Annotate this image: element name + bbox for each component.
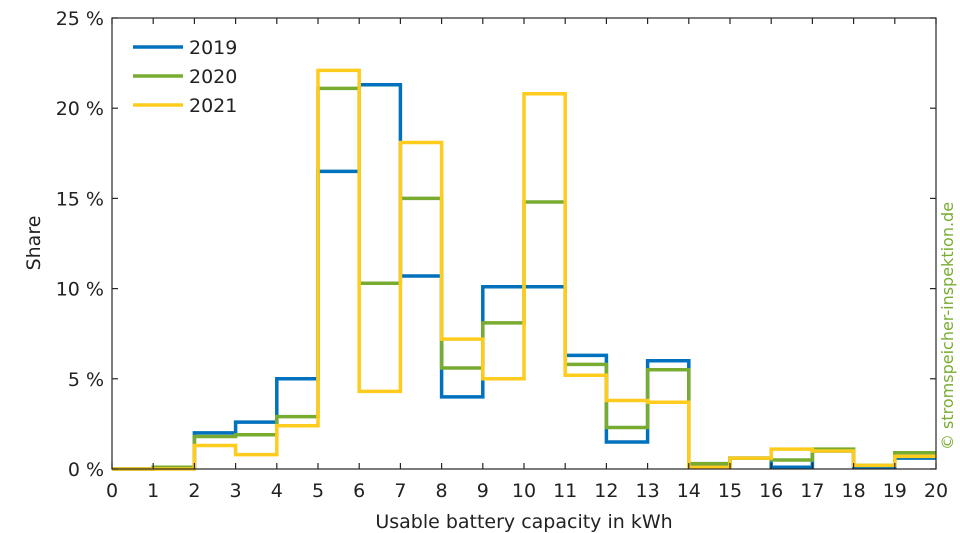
x-tick-label-16: 16 <box>759 480 783 502</box>
x-tick-label-0: 0 <box>106 480 118 502</box>
x-tick-label-2: 2 <box>188 480 200 502</box>
x-tick-label-19: 19 <box>883 480 907 502</box>
x-tick-label-20: 20 <box>924 480 948 502</box>
legend-label-2020: 2020 <box>189 66 237 88</box>
x-tick-label-11: 11 <box>553 480 577 502</box>
x-tick-label-15: 15 <box>718 480 742 502</box>
series-line-2021 <box>112 68 936 471</box>
x-tick-label-13: 13 <box>636 480 660 502</box>
x-tick-label-12: 12 <box>594 480 618 502</box>
ticks-layer: 0 1 2 3 4 5 6 7 8 9 10 11 12 13 14 15 16 17 18 19 200 %5 %10… <box>56 8 948 502</box>
x-tick-label-9: 9 <box>477 480 489 502</box>
y-tick-label-0: 0 % <box>68 459 104 481</box>
legend: 2019 2020 2021 <box>133 37 237 117</box>
legend-label-2021: 2021 <box>189 95 237 117</box>
copyright-watermark: © stromspeicher-inspektion.de <box>938 202 957 450</box>
x-tick-label-8: 8 <box>436 480 448 502</box>
y-tick-label-5: 5 % <box>68 369 104 391</box>
y-axis-label: Share <box>23 216 45 271</box>
y-tick-label-15: 15 % <box>56 188 104 210</box>
x-axis-label: Usable battery capacity in kWh <box>375 511 672 533</box>
x-tick-label-10: 10 <box>512 480 536 502</box>
x-tick-label-4: 4 <box>271 480 283 502</box>
y-tick-label-10: 10 % <box>56 279 104 301</box>
x-tick-label-6: 6 <box>353 480 365 502</box>
y-tick-label-20: 20 % <box>56 98 104 120</box>
x-tick-label-7: 7 <box>394 480 406 502</box>
x-tick-label-14: 14 <box>677 480 701 502</box>
y-tick-label-25: 25 % <box>56 8 104 30</box>
x-tick-label-18: 18 <box>842 480 866 502</box>
x-tick-label-17: 17 <box>800 480 824 502</box>
x-tick-label-5: 5 <box>312 480 324 502</box>
legend-label-2019: 2019 <box>189 37 237 59</box>
x-tick-label-1: 1 <box>147 480 159 502</box>
x-tick-label-3: 3 <box>230 480 242 502</box>
series-layer <box>112 68 936 471</box>
